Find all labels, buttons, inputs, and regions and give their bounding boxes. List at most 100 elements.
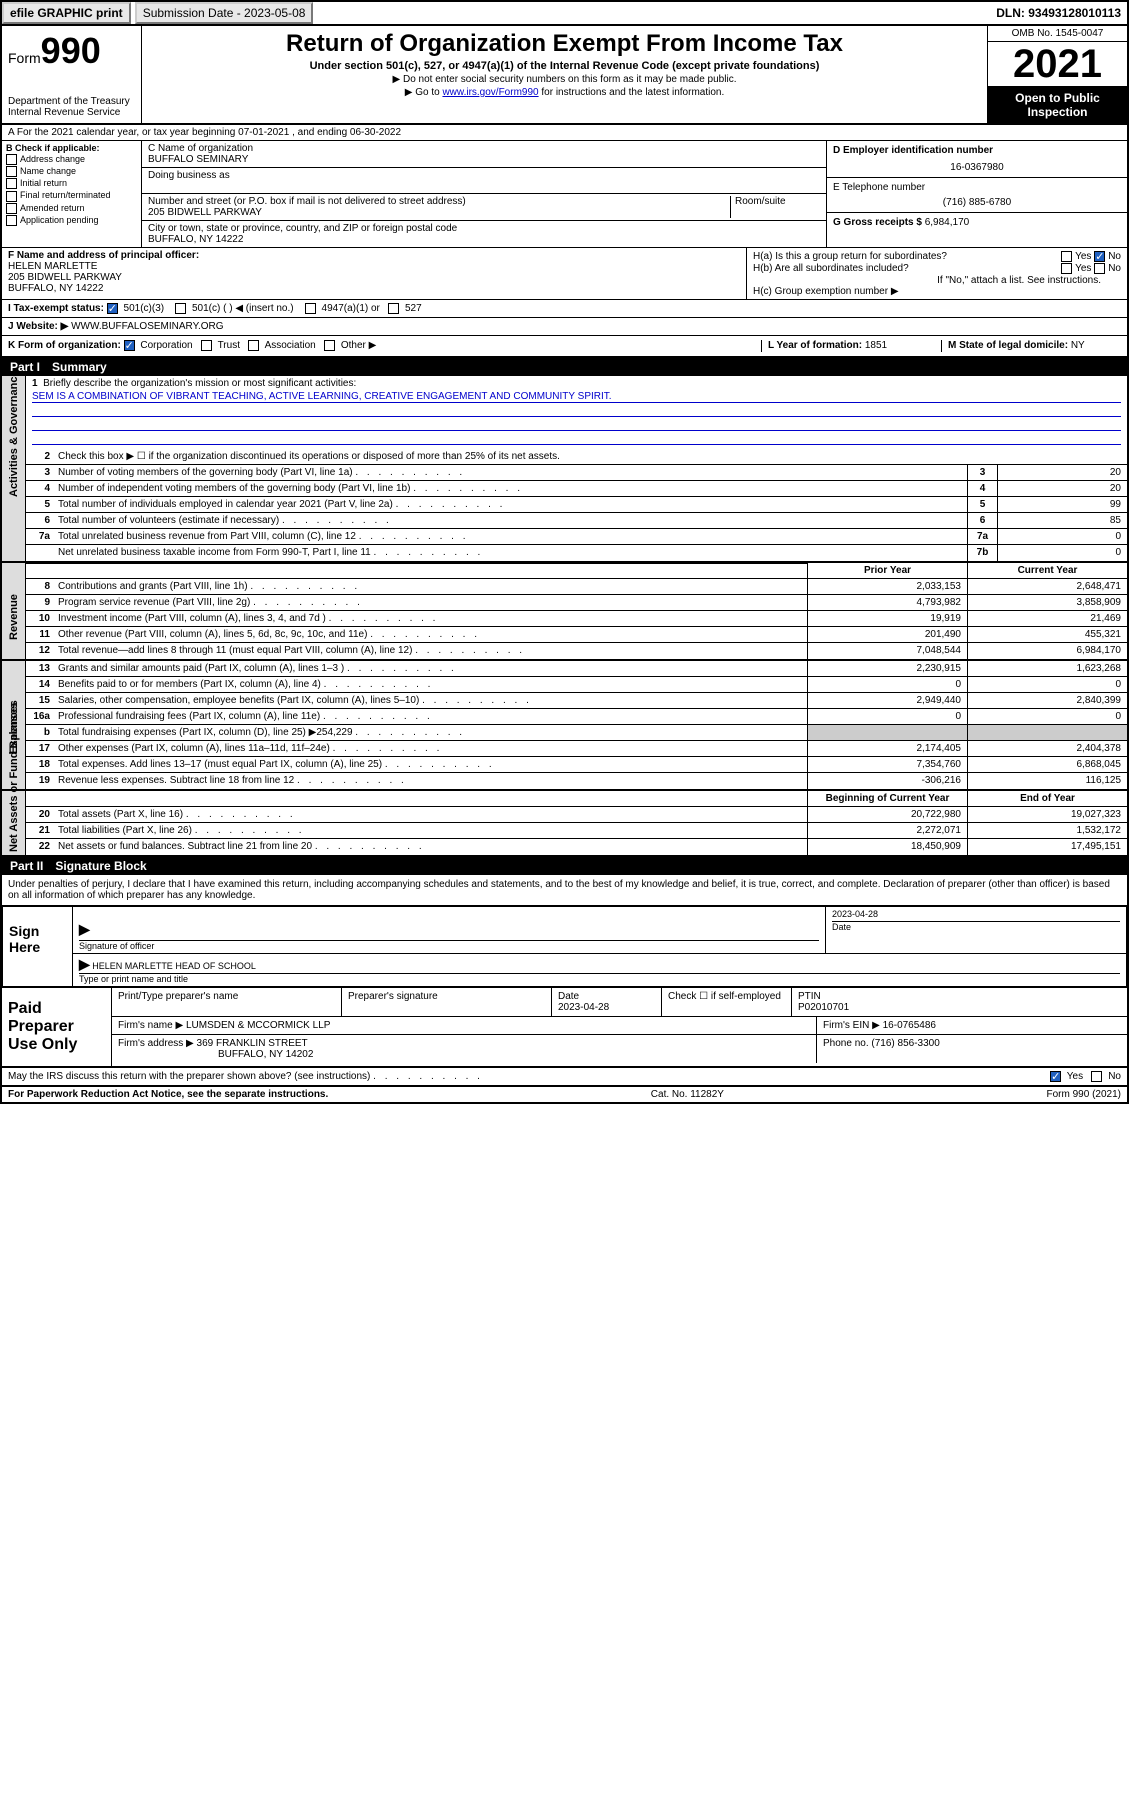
irs-link[interactable]: www.irs.gov/Form990 <box>442 87 538 98</box>
firm-ein: 16-0765486 <box>883 1020 936 1031</box>
officer-addr2: BUFFALO, NY 14222 <box>8 283 740 294</box>
cb-amended-return[interactable]: Amended return <box>6 203 137 214</box>
state-domicile: NY <box>1071 340 1085 351</box>
cb-trust[interactable] <box>201 340 212 351</box>
phone-value: (716) 885-6780 <box>833 197 1121 208</box>
cb-name-change[interactable]: Name change <box>6 166 137 177</box>
cb-final-return[interactable]: Final return/terminated <box>6 190 137 201</box>
summary-row: 16aProfessional fundraising fees (Part I… <box>26 709 1127 725</box>
summary-row: 8Contributions and grants (Part VIII, li… <box>26 579 1127 595</box>
summary-row: 3Number of voting members of the governi… <box>26 465 1127 481</box>
form-header: Form990 Department of the Treasury Inter… <box>2 26 1127 125</box>
part1-header: Part I Summary <box>2 358 1127 376</box>
form-subtitle: Under section 501(c), 527, or 4947(a)(1)… <box>150 60 979 72</box>
row-i-tax-status: I Tax-exempt status: 501(c)(3) 501(c) ( … <box>2 300 1127 318</box>
paid-preparer-label: Paid Preparer Use Only <box>2 988 112 1066</box>
name-title-label: Type or print name and title <box>79 973 1120 984</box>
revenue-col-headers: Prior Year Current Year <box>26 563 1127 579</box>
cb-corporation[interactable] <box>124 340 135 351</box>
signature-block: Sign Here ▶ Signature of officer 2023-04… <box>2 906 1127 988</box>
cb-501c3[interactable] <box>107 303 118 314</box>
gross-receipts-label: G Gross receipts $ <box>833 217 922 228</box>
prep-name-label: Print/Type preparer's name <box>112 988 342 1016</box>
year-formation: 1851 <box>865 340 887 351</box>
ein-label: D Employer identification number <box>833 145 1121 156</box>
summary-row: Net unrelated business taxable income fr… <box>26 545 1127 561</box>
ha-yes-cb[interactable] <box>1061 251 1072 262</box>
entity-grid: B Check if applicable: Address change Na… <box>2 141 1127 248</box>
firm-phone: (716) 856-3300 <box>871 1038 939 1049</box>
cb-initial-return[interactable]: Initial return <box>6 178 137 189</box>
prep-date: 2023-04-28 <box>558 1002 609 1013</box>
hb-label: H(b) Are all subordinates included? <box>753 263 909 274</box>
summary-row: 9Program service revenue (Part VIII, lin… <box>26 595 1127 611</box>
phone-label: E Telephone number <box>833 182 1121 193</box>
top-bar: efile GRAPHIC print Submission Date - 20… <box>2 2 1127 26</box>
vtab-netassets: Net Assets or Fund Balances <box>8 806 20 852</box>
officer-addr1: 205 BIDWELL PARKWAY <box>8 272 740 283</box>
goto-post: for instructions and the latest informat… <box>539 87 725 98</box>
part2-header: Part II Signature Block <box>2 857 1127 875</box>
summary-row: 14Benefits paid to or for members (Part … <box>26 677 1127 693</box>
row-a-tax-year: A For the 2021 calendar year, or tax yea… <box>2 125 1127 141</box>
summary-row: 11Other revenue (Part VIII, column (A), … <box>26 627 1127 643</box>
cb-app-pending[interactable]: Application pending <box>6 215 137 226</box>
self-employed-label: Check ☐ if self-employed <box>662 988 792 1016</box>
cb-association[interactable] <box>248 340 259 351</box>
ha-no-cb[interactable] <box>1094 251 1105 262</box>
irs-label: Internal Revenue Service <box>8 107 135 118</box>
summary-row: 13Grants and similar amounts paid (Part … <box>26 661 1127 677</box>
ha-label: H(a) Is this a group return for subordin… <box>753 251 947 262</box>
cb-other[interactable] <box>324 340 335 351</box>
row-fh: F Name and address of principal officer:… <box>2 248 1127 300</box>
cb-501c[interactable] <box>175 303 186 314</box>
efile-print-button[interactable]: efile GRAPHIC print <box>2 2 131 24</box>
form-990-page: efile GRAPHIC print Submission Date - 20… <box>0 0 1129 1104</box>
summary-row: 15Salaries, other compensation, employee… <box>26 693 1127 709</box>
section-netassets: Net Assets or Fund Balances Beginning of… <box>2 791 1127 857</box>
room-suite-label: Room/suite <box>730 196 820 218</box>
summary-row: bTotal fundraising expenses (Part IX, co… <box>26 725 1127 741</box>
summary-row: 2Check this box ▶ ☐ if the organization … <box>26 449 1127 465</box>
paperwork-notice: For Paperwork Reduction Act Notice, see … <box>8 1089 328 1100</box>
header-right: OMB No. 1545-0047 2021 Open to Public In… <box>987 26 1127 123</box>
firm-name: LUMSDEN & MCCORMICK LLP <box>186 1020 330 1031</box>
hb-no-cb[interactable] <box>1094 263 1105 274</box>
firm-addr1: 369 FRANKLIN STREET <box>197 1038 308 1049</box>
ptin-value: P02010701 <box>798 1002 849 1013</box>
summary-row: 4Number of independent voting members of… <box>26 481 1127 497</box>
discuss-yes-cb[interactable] <box>1050 1071 1061 1082</box>
hc-label: H(c) Group exemption number ▶ <box>753 286 1121 297</box>
cb-4947[interactable] <box>305 303 316 314</box>
addr-label: Number and street (or P.O. box if mail i… <box>148 196 730 207</box>
arrow-icon: ▶ <box>79 956 90 972</box>
col-de: D Employer identification number 16-0367… <box>827 141 1127 247</box>
dln: DLN: 93493128010113 <box>990 4 1127 22</box>
paid-preparer-block: Paid Preparer Use Only Print/Type prepar… <box>2 988 1127 1068</box>
street-address: 205 BIDWELL PARKWAY <box>148 207 730 218</box>
page-footer: For Paperwork Reduction Act Notice, see … <box>2 1087 1127 1102</box>
form-number: 990 <box>41 30 101 71</box>
goto-note: ▶ Go to www.irs.gov/Form990 for instruct… <box>150 87 979 98</box>
summary-row: 17Other expenses (Part IX, column (A), l… <box>26 741 1127 757</box>
discuss-row: May the IRS discuss this return with the… <box>2 1068 1127 1087</box>
summary-row: 10Investment income (Part VIII, column (… <box>26 611 1127 627</box>
discuss-no-cb[interactable] <box>1091 1071 1102 1082</box>
firm-addr2: BUFFALO, NY 14202 <box>218 1049 313 1060</box>
vtab-revenue: Revenue <box>8 594 20 640</box>
cb-527[interactable] <box>388 303 399 314</box>
header-center: Return of Organization Exempt From Incom… <box>142 26 987 123</box>
section-revenue: Revenue Prior Year Current Year 8Contrib… <box>2 563 1127 661</box>
summary-row: 19Revenue less expenses. Subtract line 1… <box>26 773 1127 789</box>
sig-officer-label: Signature of officer <box>79 940 819 951</box>
cb-address-change[interactable]: Address change <box>6 154 137 165</box>
summary-row: 22Net assets or fund balances. Subtract … <box>26 839 1127 855</box>
row-k-form-org: K Form of organization: Corporation Trus… <box>2 336 1127 357</box>
sig-date-label: Date <box>832 921 1120 932</box>
org-name-label: C Name of organization <box>148 143 820 154</box>
prep-sig-label: Preparer's signature <box>342 988 552 1016</box>
form-prefix: Form <box>8 50 41 66</box>
summary-row: 7aTotal unrelated business revenue from … <box>26 529 1127 545</box>
sig-date-value: 2023-04-28 <box>832 909 1120 919</box>
hb-yes-cb[interactable] <box>1061 263 1072 274</box>
